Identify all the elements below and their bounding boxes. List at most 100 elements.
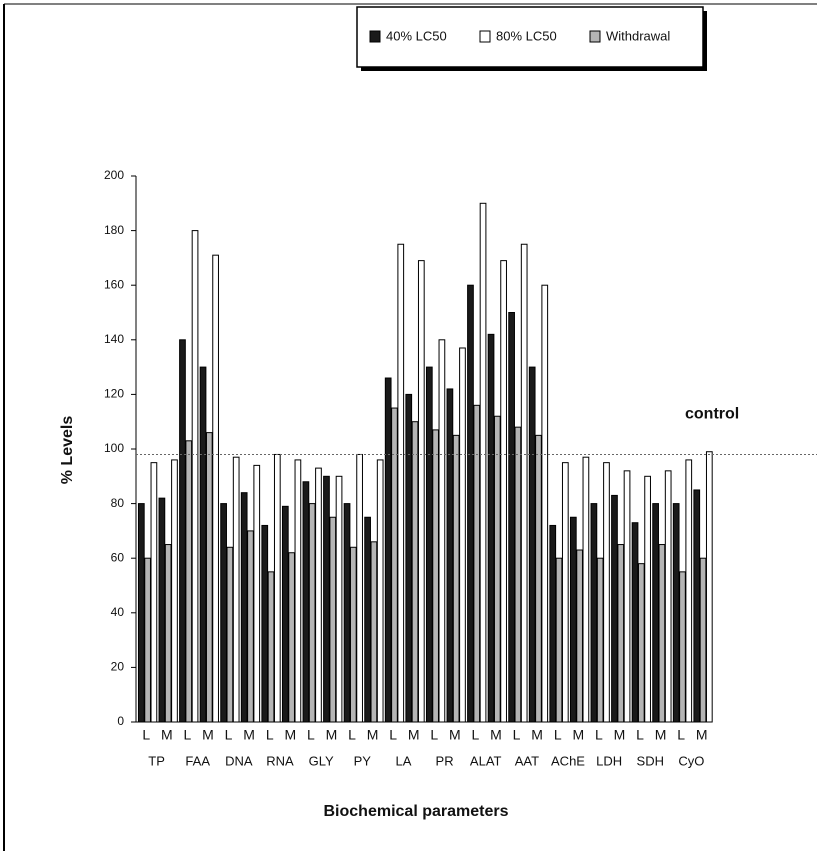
bar bbox=[438, 339, 446, 723]
y-tick-label: 100 bbox=[104, 441, 124, 455]
x-axis-title: Biochemical parameters bbox=[324, 803, 509, 820]
bar bbox=[253, 464, 261, 723]
y-tick-label: 80 bbox=[111, 496, 125, 510]
legend-label: 40% LC50 bbox=[386, 28, 447, 43]
bar bbox=[391, 407, 398, 723]
y-axis-title: % Levels bbox=[59, 416, 76, 485]
bar bbox=[384, 377, 392, 723]
bar bbox=[247, 530, 254, 723]
group-label: TP bbox=[148, 753, 165, 768]
bar bbox=[508, 312, 515, 723]
group-label: AAT bbox=[515, 753, 539, 768]
bar bbox=[631, 522, 639, 723]
bar bbox=[623, 470, 631, 723]
bar bbox=[637, 563, 645, 723]
bar bbox=[171, 459, 178, 723]
bar bbox=[693, 489, 701, 723]
bar bbox=[487, 333, 495, 723]
bar bbox=[446, 388, 454, 723]
bar bbox=[185, 440, 193, 723]
y-tick-label: 140 bbox=[104, 332, 124, 346]
group-label: AChE bbox=[551, 753, 585, 768]
x-tick-label: L bbox=[225, 727, 233, 743]
bar bbox=[569, 516, 577, 723]
x-tick-label: M bbox=[161, 727, 173, 743]
bar bbox=[294, 459, 302, 723]
y-tick-label: 60 bbox=[111, 550, 125, 564]
bar bbox=[555, 557, 563, 723]
legend-label: 80% LC50 bbox=[496, 28, 557, 43]
y-tick-label: 120 bbox=[104, 387, 124, 401]
bar bbox=[603, 462, 610, 723]
group-label: ALAT bbox=[470, 753, 502, 768]
bar bbox=[452, 434, 460, 723]
y-tick-label: 40 bbox=[111, 605, 125, 619]
legend-swatch bbox=[369, 30, 381, 43]
group-label: GLY bbox=[309, 753, 334, 768]
bar bbox=[376, 459, 384, 723]
x-tick-label: M bbox=[408, 727, 420, 743]
x-tick-label: M bbox=[490, 727, 502, 743]
bar bbox=[411, 421, 419, 723]
bar bbox=[212, 254, 219, 723]
y-tick-label: 20 bbox=[111, 660, 125, 674]
bar bbox=[459, 347, 466, 723]
bar bbox=[220, 503, 227, 723]
bar bbox=[590, 503, 598, 723]
bar bbox=[561, 462, 569, 723]
bar bbox=[644, 475, 651, 723]
bar bbox=[364, 516, 371, 723]
x-tick-label: M bbox=[655, 727, 667, 743]
legend-label: Withdrawal bbox=[606, 28, 670, 43]
bar bbox=[232, 456, 240, 723]
bar bbox=[226, 546, 234, 723]
bar bbox=[261, 524, 269, 723]
bar bbox=[596, 557, 604, 723]
x-tick-label: L bbox=[595, 727, 603, 743]
bar bbox=[425, 366, 433, 723]
bar bbox=[672, 503, 680, 723]
group-label: LA bbox=[395, 753, 411, 768]
bar bbox=[467, 284, 474, 723]
bar bbox=[315, 467, 322, 723]
bar bbox=[549, 524, 557, 723]
bar bbox=[582, 456, 590, 723]
group-label: LDH bbox=[596, 753, 622, 768]
legend bbox=[356, 6, 704, 68]
y-tick-label: 0 bbox=[117, 714, 124, 728]
x-tick-label: M bbox=[572, 727, 584, 743]
y-tick-label: 160 bbox=[104, 277, 124, 291]
bar bbox=[205, 432, 213, 723]
x-tick-label: M bbox=[696, 727, 708, 743]
x-tick-label: M bbox=[326, 727, 338, 743]
x-tick-label: L bbox=[142, 727, 150, 743]
x-tick-label: M bbox=[614, 727, 626, 743]
x-tick-label: L bbox=[554, 727, 562, 743]
x-tick-label: M bbox=[531, 727, 543, 743]
group-label: SDH bbox=[637, 753, 664, 768]
y-tick-label: 180 bbox=[104, 223, 124, 237]
group-label: PR bbox=[436, 753, 454, 768]
reference-label: control bbox=[685, 406, 739, 423]
x-tick-label: M bbox=[367, 727, 379, 743]
x-tick-label: M bbox=[243, 727, 255, 743]
x-tick-label: L bbox=[348, 727, 356, 743]
bar bbox=[137, 503, 145, 723]
bar bbox=[576, 549, 583, 723]
x-tick-label: L bbox=[389, 727, 397, 743]
bar bbox=[302, 481, 310, 723]
bar bbox=[281, 505, 289, 723]
bar bbox=[658, 544, 666, 723]
bar bbox=[191, 230, 199, 723]
y-tick-label: 200 bbox=[104, 168, 124, 182]
bar bbox=[514, 426, 522, 723]
bar bbox=[288, 552, 295, 723]
bar bbox=[617, 544, 625, 723]
bar bbox=[664, 470, 672, 723]
bar bbox=[144, 557, 151, 723]
x-tick-label: L bbox=[636, 727, 644, 743]
bar bbox=[335, 475, 343, 723]
group-label: RNA bbox=[266, 753, 294, 768]
bar bbox=[611, 494, 618, 723]
